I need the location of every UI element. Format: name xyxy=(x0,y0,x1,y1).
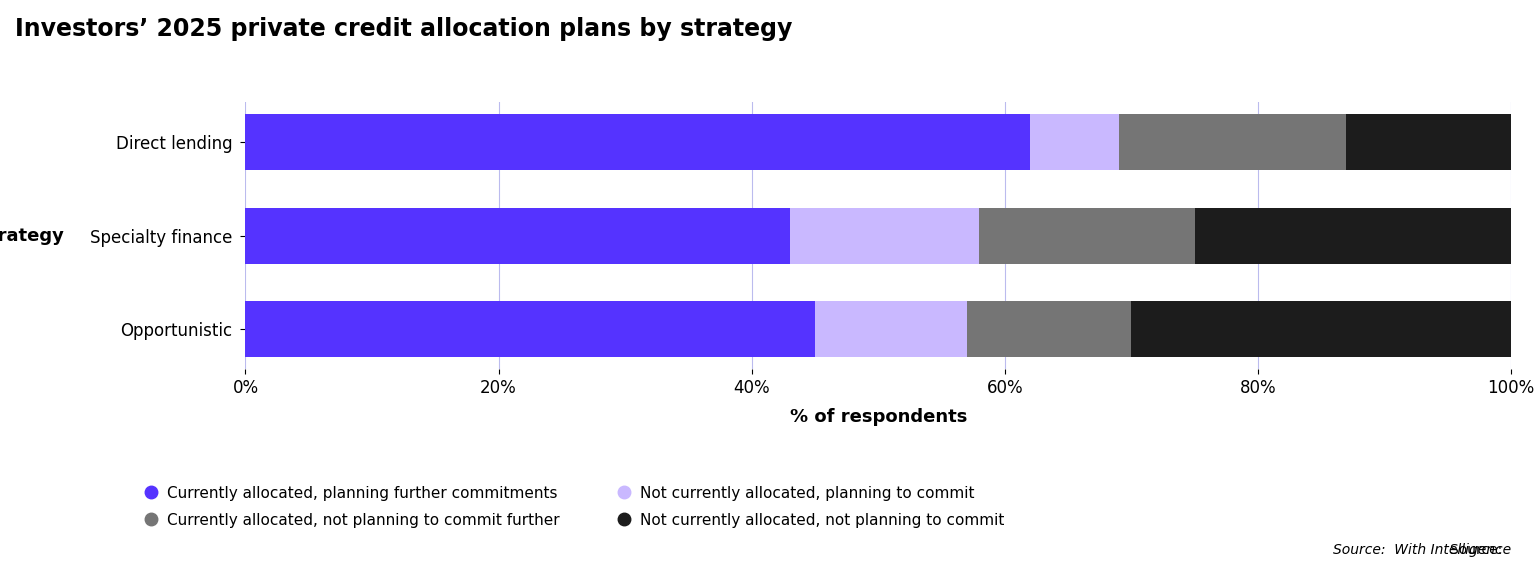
Bar xyxy=(815,301,966,357)
Legend: Currently allocated, planning further commitments, Currently allocated, not plan: Currently allocated, planning further co… xyxy=(140,478,1012,536)
Bar xyxy=(1195,208,1511,264)
Y-axis label: Strategy: Strategy xyxy=(0,227,64,245)
Text: Source:  With Intelligence: Source: With Intelligence xyxy=(1333,542,1511,557)
Bar xyxy=(245,208,790,264)
Bar xyxy=(245,301,815,357)
Bar xyxy=(1029,114,1118,170)
Bar xyxy=(1118,114,1347,170)
Bar xyxy=(245,114,1029,170)
Text: Source:: Source: xyxy=(1450,542,1511,557)
Bar xyxy=(980,208,1195,264)
Bar xyxy=(1347,114,1511,170)
Text: Investors’ 2025 private credit allocation plans by strategy: Investors’ 2025 private credit allocatio… xyxy=(15,17,793,41)
Bar xyxy=(790,208,980,264)
X-axis label: % of respondents: % of respondents xyxy=(790,408,966,426)
Bar xyxy=(966,301,1132,357)
Bar xyxy=(1132,301,1511,357)
